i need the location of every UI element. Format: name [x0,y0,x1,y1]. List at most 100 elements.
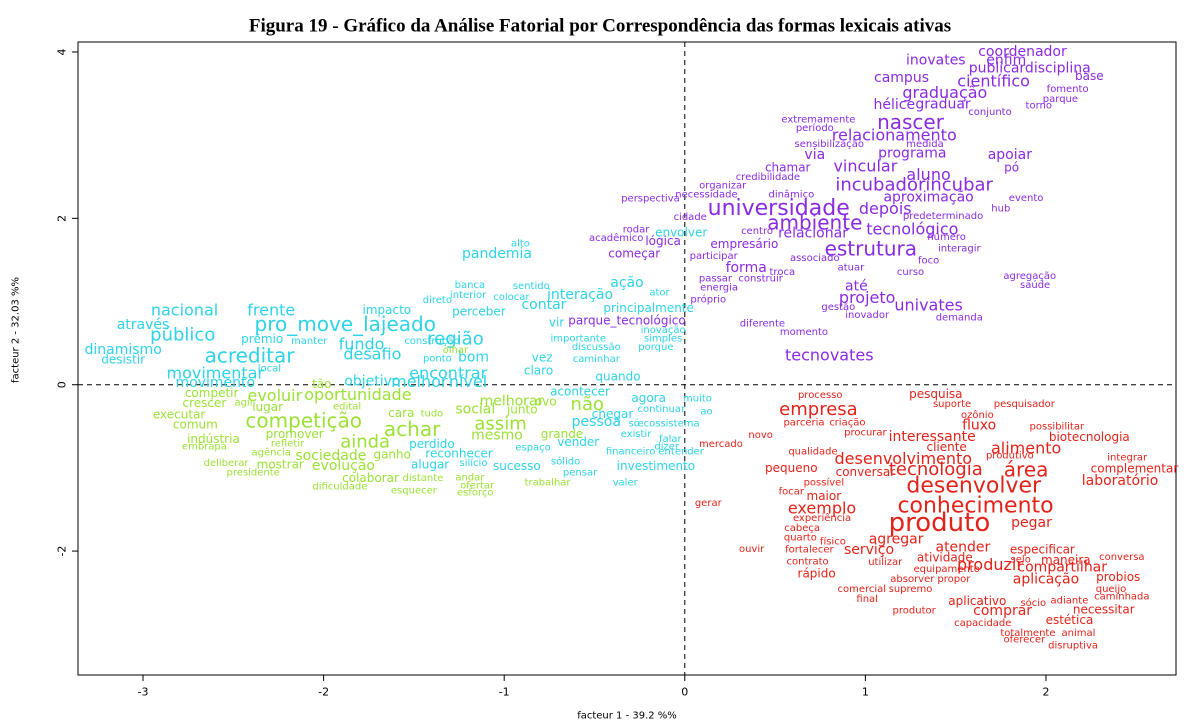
word-point: equipamento [913,564,979,575]
word-point: alimento [991,438,1061,457]
word-point: mostrar [257,458,304,472]
word-point: graduação [902,83,987,102]
word-point: embrapa [182,442,227,453]
word-point: sentido [513,281,550,292]
word-point: assim [474,413,526,434]
word-point: reconhecer [425,447,493,461]
word-point: adiante [1051,595,1089,606]
word-point: ozônio [961,409,994,421]
word-point: necessidade [675,190,737,201]
word-point: aluno [906,165,950,184]
word-point: ator [649,288,670,299]
word-point: produto [889,508,991,538]
word-point: rápido [798,567,836,581]
x-tick-label: -1 [499,686,510,699]
word-point: acreditar [205,344,296,368]
word-point: começar [608,246,660,260]
word-point: biotecnologia [1049,430,1130,444]
word-point: fundo [339,334,385,353]
word-point: demanda [936,313,983,324]
word-point: produtivo [986,451,1034,462]
word-point: ecossistema [637,418,699,429]
word-point: procurar [844,427,887,438]
y-tick-label: 0 [56,381,69,388]
word-point: propor [937,574,971,585]
word-point: cara [388,406,414,420]
word-point: experiência [793,512,851,524]
word-point: parque_tecnológico [568,314,686,328]
word-point: campus [874,70,929,86]
word-point: rodar [623,224,650,235]
word-point: social [455,402,495,418]
word-point: aproximação [883,190,973,206]
word-point: caminhada [1094,591,1149,602]
word-point: manter [291,336,328,347]
word-point: atividade [917,551,973,565]
word-point: tão [312,377,331,391]
word-point: animal [1062,628,1096,639]
word-point: ainda [340,432,390,453]
word-point: processo [798,390,843,401]
word-point: aplicação [1013,571,1079,587]
word-point: trabalhar [525,477,572,488]
word-point: pegar [1011,515,1052,531]
x-tick-label: 0 [681,686,688,699]
word-point: fluxo [962,417,996,433]
y-tick-label: 4 [56,48,69,55]
word-point: dinâmico [768,189,814,201]
word-point: qualidade [788,447,837,458]
word-point: físico [820,535,846,547]
word-point: participar [690,251,739,262]
word-point: programa [878,145,946,161]
word-point: sócio [1020,597,1046,609]
word-point: fomento [1047,84,1089,95]
word-point: sensibilização [795,139,865,150]
word-point: andar [455,472,485,483]
word-point: construir [738,274,783,285]
word-point: oportunidade [304,385,411,404]
word-point: cliente [926,440,966,454]
word-point: gestão [821,302,855,313]
word-point: espaço [515,442,550,453]
word-point: alugar [411,458,449,472]
word-point: grande [541,427,584,441]
word-point: agora [631,391,666,405]
word-point: contrato [787,556,829,567]
word-point: competir [185,386,239,400]
word-point: supremo [889,584,933,595]
chart-title: Figura 19 - Gráfico da Análise Fatorial … [249,16,951,37]
word-point: graduar [915,96,971,112]
word-point: pandemia [462,246,532,262]
word-point: universidade [708,196,850,221]
word-point: focar [779,487,805,498]
word-point: agência [252,446,291,458]
word-point: interação [547,287,613,303]
word-point: até [845,279,868,295]
word-point: próprio [690,293,726,305]
word-point: evolução [312,458,375,474]
word-point: troca [770,267,796,278]
word-point: dizer [654,442,680,453]
word-point: vez [532,350,553,364]
word-point: oferecer [1003,635,1045,646]
word-point: atuar [838,263,866,274]
word-point: passar [699,274,733,285]
word-point: interessante [889,429,976,445]
word-point: construção [404,336,459,347]
word-point: impacto [362,303,411,317]
x-tick-label: -3 [138,686,149,699]
word-point: presidente [227,467,280,478]
word-point: medida [906,139,944,150]
word-point: contar [521,297,566,313]
word-point: capacidade [954,618,1011,629]
word-point: valer [613,477,639,488]
word-point: colocar [493,292,530,303]
word-point: queijo [1096,584,1127,595]
word-point: movimento [175,375,255,391]
word-point: acadêmico [589,232,643,244]
word-point: junto [506,403,538,417]
word-point: empresário [710,237,778,251]
word-point: centro [741,226,773,237]
word-point: base [1075,69,1104,83]
